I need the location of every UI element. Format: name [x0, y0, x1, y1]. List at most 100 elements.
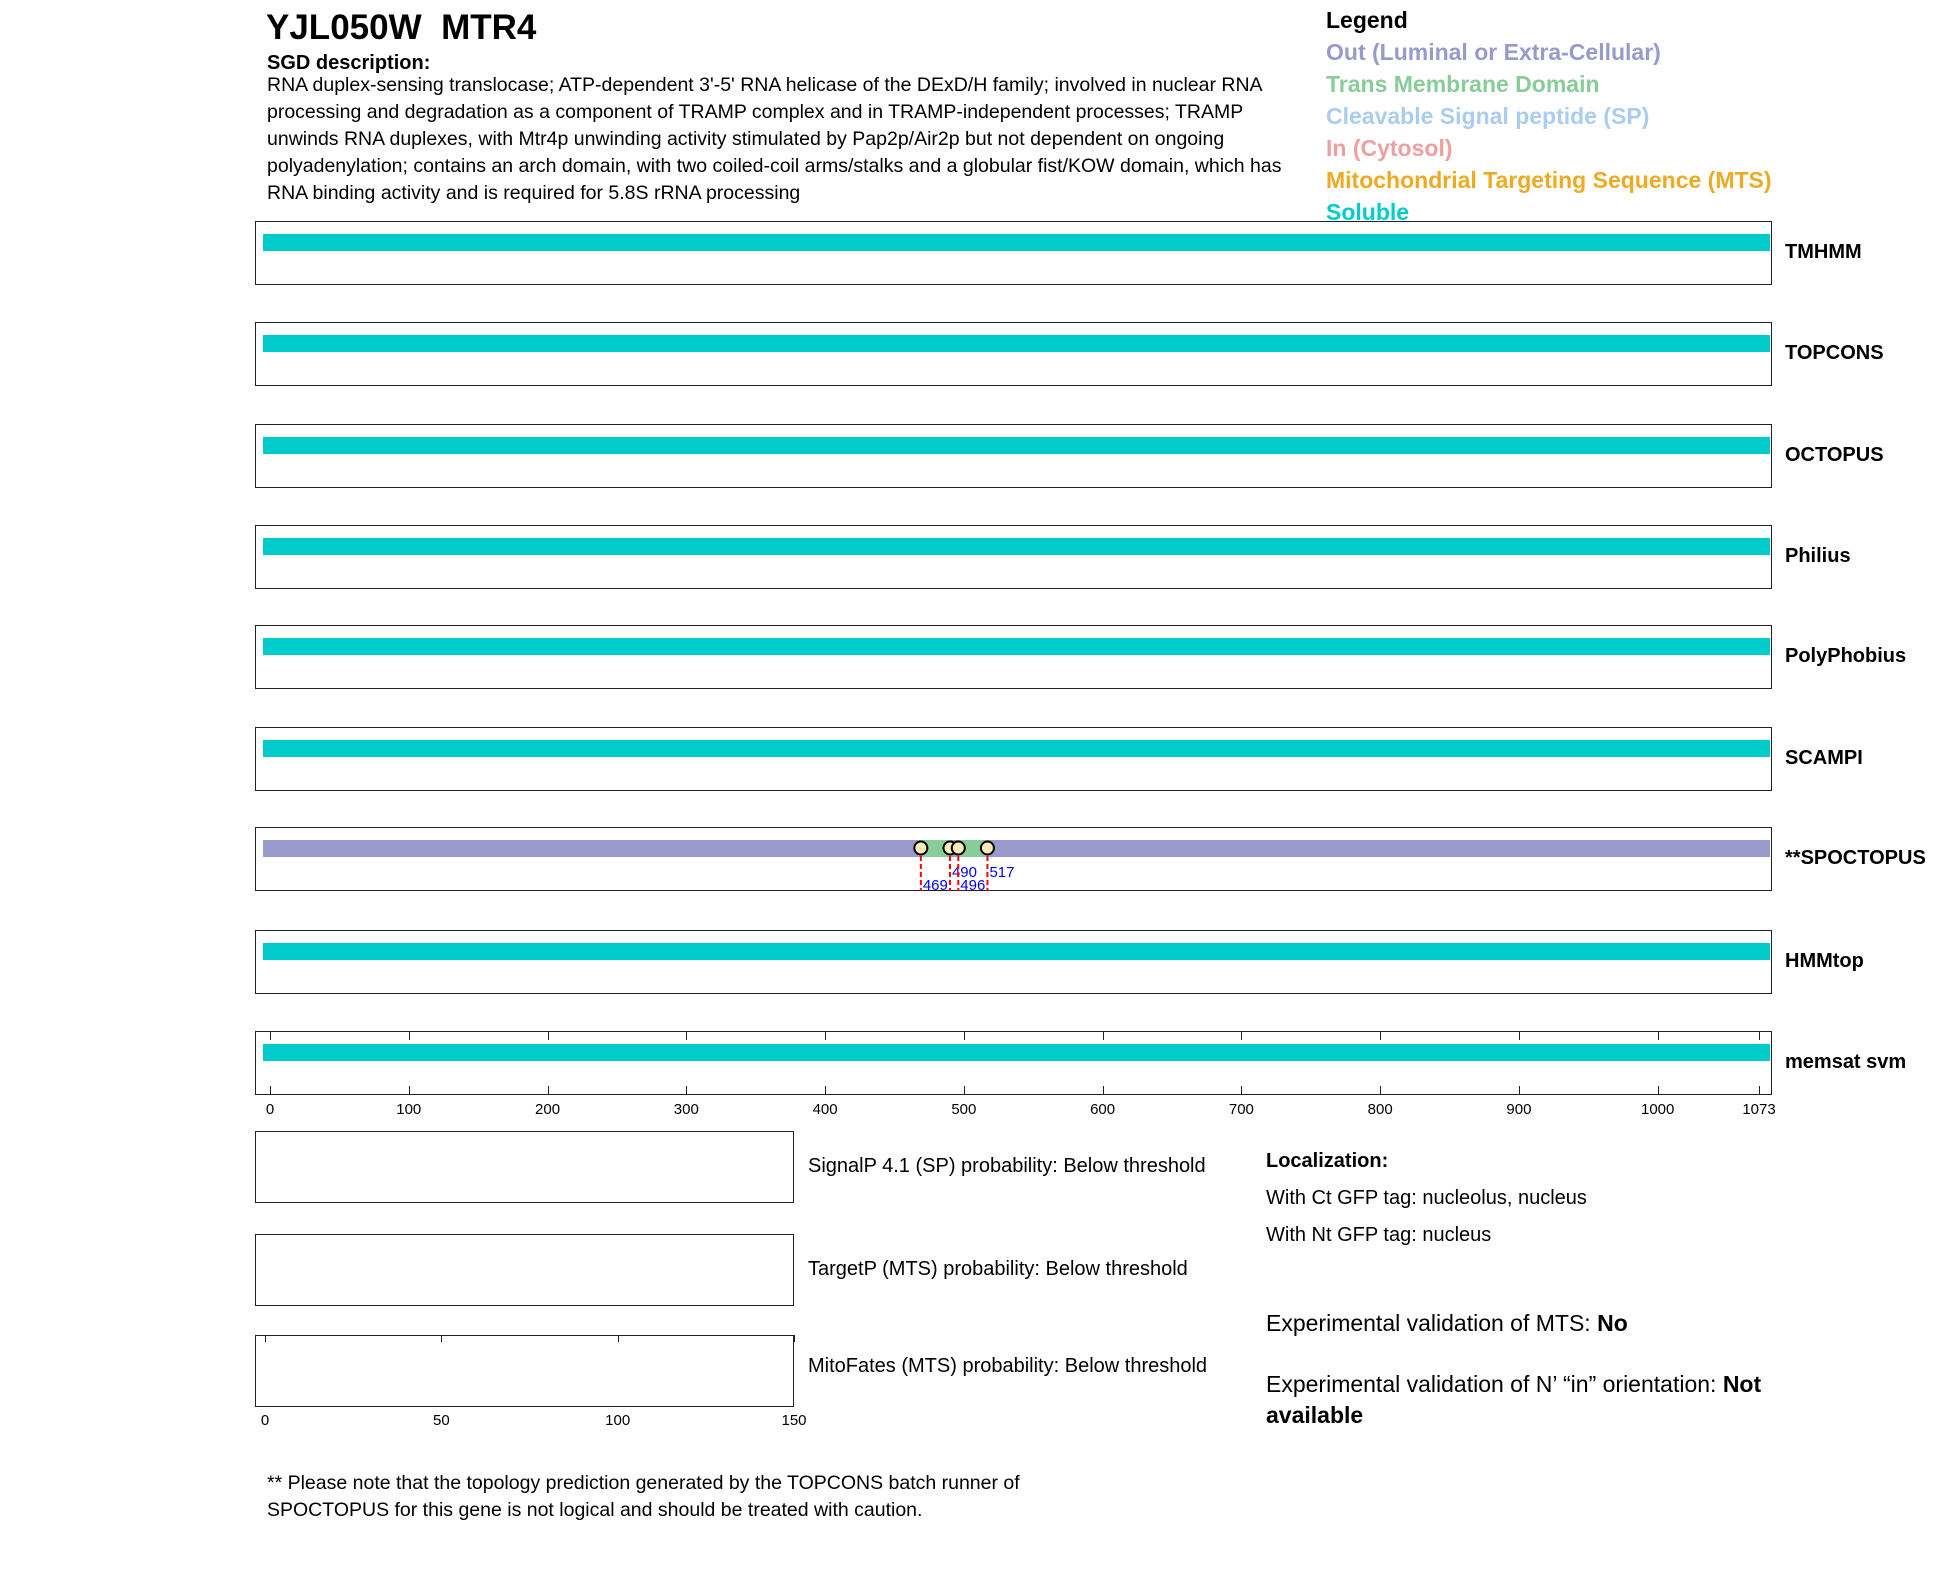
tick-mark [794, 1335, 795, 1342]
tick-mark [1518, 1031, 1520, 1040]
tick-mark [1380, 1086, 1382, 1095]
track-label: TOPCONS [1785, 342, 1884, 364]
x-tick-label: 400 [812, 1101, 838, 1118]
track-hmmtop [255, 930, 1772, 994]
tick-mark [547, 1031, 549, 1040]
segment-tm [921, 840, 951, 857]
prob-text: MitoFates (MTS) probability: Below thres… [808, 1355, 1208, 1377]
tick-mark [1518, 1086, 1520, 1095]
legend-item: Mitochondrial Targeting Sequence (MTS) [1326, 167, 1772, 193]
track-label: **SPOCTOPUS [1785, 847, 1926, 869]
mts-label: Experimental validation of MTS: [1266, 1310, 1598, 1336]
track-spoctopus [255, 827, 1772, 891]
track-label: Philius [1785, 545, 1851, 567]
segment-soluble [263, 234, 1770, 251]
tick-mark [1102, 1031, 1104, 1040]
legend-item: In (Cytosol) [1326, 135, 1453, 161]
segment-tm [959, 840, 989, 857]
tick-mark [1759, 1086, 1760, 1095]
prob-x-tick-label: 100 [605, 1412, 631, 1429]
x-tick-label: 500 [951, 1101, 977, 1118]
tick-mark [963, 1086, 965, 1095]
segment-soluble [263, 1044, 1770, 1061]
mts-value: No [1597, 1310, 1628, 1336]
track-label: HMMtop [1785, 950, 1864, 972]
track-topcons [255, 322, 1772, 386]
legend-item: Soluble [1326, 199, 1410, 225]
x-tick-label: 1000 [1641, 1101, 1675, 1118]
orient-value: Not available [1266, 1371, 1762, 1428]
prob-x-tick-label: 0 [260, 1412, 270, 1429]
segment-out [988, 840, 1770, 857]
track-octopus [255, 424, 1772, 488]
tick-mark [1759, 1031, 1760, 1040]
segment-soluble [263, 335, 1770, 352]
tick-mark [408, 1086, 410, 1095]
legend-item: Out (Luminal or Extra-Cellular) [1326, 39, 1661, 65]
description: RNA duplex-sensing translocase; ATP-depe… [267, 74, 1282, 204]
segment-soluble [263, 437, 1770, 454]
description-heading: SGD description: [267, 52, 431, 74]
prob-panel-signalp [255, 1131, 794, 1203]
prob-text: SignalP 4.1 (SP) probability: Below thre… [808, 1155, 1206, 1177]
track-label: OCTOPUS [1785, 444, 1884, 466]
track-polyphobius [255, 625, 1772, 689]
x-tick-label: 0 [265, 1101, 275, 1118]
legend-item: Trans Membrane Domain [1326, 71, 1600, 97]
legend: Legend Out (Luminal or Extra-Cellular) Tr… [1326, 4, 1772, 228]
tick-mark [408, 1031, 410, 1040]
tick-mark [547, 1086, 549, 1095]
track-scampi [255, 727, 1772, 791]
localization-nt: With Nt GFP tag: nucleus [1266, 1224, 1492, 1246]
track-label: SCAMPI [1785, 747, 1863, 769]
footnote: ** Please note that the topology predict… [267, 1472, 1020, 1521]
tick-mark [270, 1086, 271, 1095]
tick-mark [265, 1335, 266, 1342]
tick-mark [686, 1031, 688, 1040]
segment-soluble [263, 943, 1770, 960]
tick-mark [1657, 1031, 1659, 1040]
prob-x-tick-label: 150 [781, 1412, 807, 1429]
orientation-validation: Experimental validation of N’ “in” orien… [1266, 1369, 1826, 1431]
localization-heading: Localization: [1266, 1150, 1389, 1172]
prob-panel-targetp [255, 1234, 794, 1306]
segment-soluble [263, 538, 1770, 555]
tick-mark [441, 1335, 443, 1342]
tick-mark [1241, 1086, 1243, 1095]
prob-x-tick-label: 50 [432, 1412, 450, 1429]
tick-mark [1102, 1086, 1104, 1095]
tick-mark [825, 1031, 827, 1040]
legend-item: Cleavable Signal peptide (SP) [1326, 103, 1650, 129]
localization-ct: With Ct GFP tag: nucleolus, nucleus [1266, 1187, 1587, 1209]
track-philius [255, 525, 1772, 589]
tick-mark [617, 1335, 619, 1342]
x-tick-label: 1073 [1742, 1101, 1776, 1118]
segment-out [950, 840, 960, 857]
prob-text: TargetP (MTS) probability: Below thresho… [808, 1258, 1188, 1280]
tick-mark [686, 1086, 688, 1095]
x-tick-label: 700 [1228, 1101, 1254, 1118]
x-tick-label: 300 [673, 1101, 699, 1118]
x-tick-label: 800 [1367, 1101, 1393, 1118]
x-tick-label: 900 [1506, 1101, 1532, 1118]
tick-mark [963, 1031, 965, 1040]
x-tick-label: 600 [1090, 1101, 1116, 1118]
track-label: memsat svm [1785, 1051, 1907, 1073]
segment-out [263, 840, 922, 857]
tick-mark [1241, 1031, 1243, 1040]
tick-mark [1657, 1086, 1659, 1095]
x-tick-label: 100 [396, 1101, 422, 1118]
legend-title: Legend [1326, 7, 1408, 33]
prob-panel-mitofates [255, 1335, 794, 1407]
x-tick-label: 200 [535, 1101, 561, 1118]
page-title: YJL050W MTR4 [266, 8, 537, 47]
orient-label: Experimental validation of N’ “in” orien… [1266, 1371, 1723, 1397]
mts-validation: Experimental validation of MTS: No [1266, 1310, 1628, 1337]
tick-mark [270, 1031, 271, 1040]
track-label: TMHMM [1785, 241, 1862, 263]
segment-soluble [263, 740, 1770, 757]
track-label: PolyPhobius [1785, 645, 1907, 667]
tick-mark [825, 1086, 827, 1095]
track-tmhmm [255, 221, 1772, 285]
track-memsatsvm [255, 1031, 1772, 1095]
